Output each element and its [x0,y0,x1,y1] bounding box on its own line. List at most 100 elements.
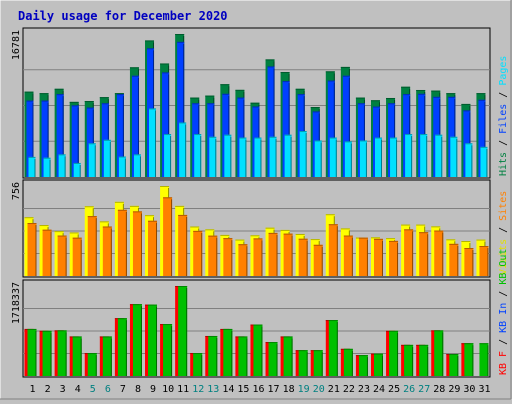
hits-bar-30-cap [461,103,471,105]
hits-bar-24-cap [370,100,380,102]
sites-bar-23 [358,237,368,276]
pages-bar-22-shade [350,143,352,177]
hits-bar-10-cap [160,63,170,65]
sites-bar-23-shade [366,239,368,276]
sites-bar-12 [193,230,203,276]
sites-bar-16-shade [261,240,263,276]
pages-bar-18-fill [284,134,292,177]
files-bar-10-shade [168,74,170,177]
files-bar-22-fill [342,75,350,177]
kbout-bar-9 [148,304,158,376]
pages-bar-23 [359,140,367,177]
kbout-bar-8-shade [140,306,142,376]
x-tick-label-24: 24 [373,384,385,395]
files-bar-9-cap [147,48,155,50]
pages-bar-2-shade [49,159,51,177]
pages-bar-17-shade [275,138,277,177]
sites-bar-7 [117,209,127,276]
x-tick-label-7: 7 [120,384,126,395]
hits-bar-15-cap [235,89,245,91]
pages-bar-12-fill [194,134,202,177]
kbout-bar-17 [268,342,278,376]
pages-bar-5 [88,143,96,177]
x-tick-label-30: 30 [463,384,475,395]
x-tick-label-21: 21 [328,384,340,395]
files-bar-6-cap [101,103,109,105]
kbout-bar-24-shade [381,355,383,376]
kbout-bar-7 [117,318,127,376]
pages-bar-7 [118,156,126,177]
sites-bar-5 [87,216,97,276]
pages-bar-11-fill [179,122,187,177]
visits-bar-12-cap [190,226,200,228]
pages-bar-5-shade [94,145,96,177]
pages-bar-8-fill [133,154,141,177]
kbout-bar-22-shade [351,350,353,376]
visits-bar-24-cap [370,237,380,239]
visits-bar-7-cap [114,201,124,203]
sites-bar-2 [42,229,52,276]
pages-bar-1-fill [28,156,36,177]
pages-bar-22-fill [344,141,352,177]
panel-top-legend-item-2: Files [498,104,509,134]
kbout-bar-19 [298,350,308,376]
sites-bar-4-cap [72,237,82,239]
kbout-bar-20-fill [313,350,323,376]
kbout-bar-16 [253,324,263,376]
sites-bar-14-shade [231,240,233,276]
panel-bottom-legend-item-4: KB Out [498,249,509,285]
sites-bar-2-fill [42,229,52,276]
hits-bar-31-cap [476,93,486,95]
files-bar-15-fill [237,97,245,177]
panel-middle-legend-item-0: Visits [498,239,509,275]
sites-bar-3 [57,235,67,276]
sites-bar-22-shade [351,237,353,276]
kbout-bar-16-cap [253,324,263,326]
kbout-bar-1-shade [35,330,37,376]
visits-bar-19-cap [295,233,305,235]
sites-bar-27-cap [419,232,429,234]
kbout-bar-2 [42,330,52,376]
sites-bar-18-cap [283,233,293,235]
pages-bar-20-shade [320,142,322,177]
x-tick-label-12: 12 [192,384,204,395]
sites-bar-6-cap [102,226,112,228]
files-bar-7 [116,94,124,177]
kbout-bar-17-fill [268,342,278,376]
pages-bar-19-shade [305,133,307,177]
visits-bar-2-cap [39,225,49,227]
sites-bar-21 [328,224,338,276]
kbout-bar-28-cap [434,330,444,332]
pages-bar-16 [254,137,262,177]
files-bar-1 [26,100,34,177]
kbout-bar-12-fill [193,353,203,376]
files-bar-7-shade [122,96,124,177]
pages-bar-30-fill [465,143,473,177]
files-bar-13-cap [207,103,215,105]
pages-bar-2 [43,157,51,177]
pages-bar-12 [194,134,202,177]
kbout-bar-3-cap [57,330,67,332]
sites-bar-10-fill [163,197,173,276]
sites-bar-8-cap [132,211,142,213]
kbout-bar-8 [132,304,142,376]
kbout-bar-29-shade [457,356,459,376]
hits-bar-22-cap [340,66,350,68]
pages-bar-19 [299,131,307,177]
x-tick-label-9: 9 [150,384,156,395]
pages-bar-29-cap [450,136,458,138]
pages-bar-25-cap [390,137,398,139]
x-tick-label-28: 28 [433,384,445,395]
sites-bar-12-fill [193,230,203,276]
panel-top-legend: Hits / Files / Pages [498,56,509,176]
pages-bar-24 [374,137,382,177]
kbout-bar-30-fill [464,343,474,376]
sites-bar-21-fill [328,224,338,276]
pages-bar-4-fill [73,162,81,177]
files-bar-7-fill [116,94,124,177]
sites-bar-2-shade [50,231,52,276]
x-tick-label-25: 25 [388,384,400,395]
sites-bar-30 [464,248,474,276]
files-bar-21 [327,80,335,177]
visits-bar-27-cap [416,224,426,226]
